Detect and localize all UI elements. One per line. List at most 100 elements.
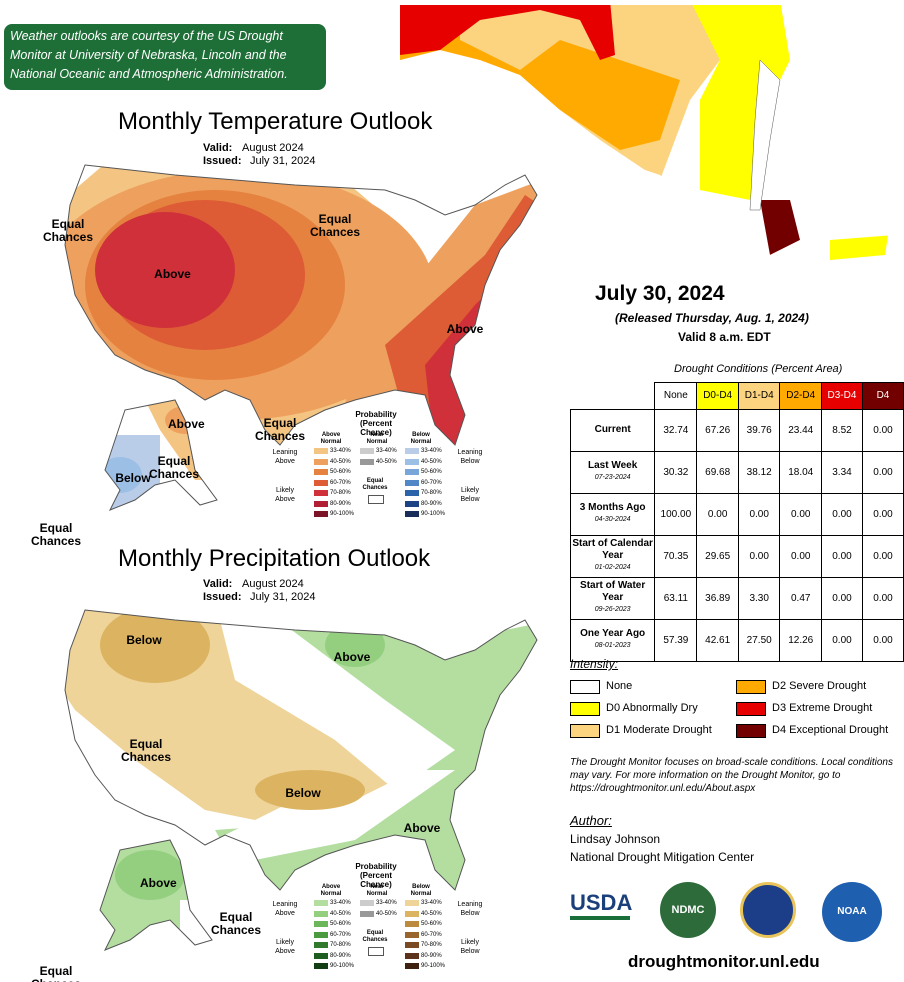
intensity-label: D0 Abnormally Dry bbox=[606, 702, 698, 714]
legend-equal: Equal Chances bbox=[362, 478, 388, 491]
table-value: 29.65 bbox=[696, 534, 739, 578]
legend-side: Leaning Above bbox=[272, 901, 298, 917]
legend-swatch bbox=[314, 942, 328, 948]
row-label: 3 Months Ago 04-30-2024 bbox=[569, 492, 656, 536]
legend-side: Leaning Below bbox=[457, 449, 483, 465]
table-row: Last Week 07-23-2024 30.32 69.68 38.12 18.04 3… bbox=[569, 450, 904, 494]
map-label: Below bbox=[285, 786, 321, 800]
legend-swatch bbox=[405, 910, 419, 917]
legend-level: 80-90% bbox=[421, 952, 442, 959]
legend-column: Near Normal bbox=[366, 432, 388, 445]
precipitation-title: Monthly Precipitation Outlook bbox=[118, 545, 431, 572]
legend-side: Likely Above bbox=[275, 487, 295, 503]
legend-swatch bbox=[405, 963, 419, 969]
row-date: 01-02-2024 bbox=[594, 564, 631, 571]
table-value: 0.00 bbox=[861, 450, 904, 494]
table-row: One Year Ago 08-01-2023 57.39 42.61 27.50 12.… bbox=[569, 618, 904, 662]
table-value: 0.00 bbox=[861, 534, 904, 578]
row-label: One Year Ago 08-01-2023 bbox=[569, 618, 656, 662]
table-value: 0.00 bbox=[779, 534, 822, 578]
legend-swatch bbox=[405, 469, 419, 475]
intensity-label: D3 Extreme Drought bbox=[772, 702, 873, 714]
legend-level: 33-40% bbox=[330, 900, 351, 906]
issued-label: Issued: bbox=[203, 591, 242, 603]
drought-table: None D0-D4 D1-D4 D2-D4 D3-D4 D4 Current 32.74 67… bbox=[569, 382, 904, 662]
corner bbox=[571, 383, 655, 410]
table-value: 0.47 bbox=[779, 576, 822, 620]
table-title: Drought Conditions (Percent Area) bbox=[674, 363, 843, 375]
url: droughtmonitor.unl.edu bbox=[628, 952, 820, 971]
legend-swatch bbox=[314, 469, 328, 475]
legend-swatch bbox=[314, 921, 328, 927]
banner: Weather outlooks are courtesy of the US … bbox=[4, 24, 326, 90]
table-value: 3.30 bbox=[737, 576, 781, 620]
legend-swatch bbox=[368, 495, 384, 504]
legend-swatch bbox=[314, 490, 328, 496]
row-label-text: Current bbox=[594, 424, 631, 435]
legend-level: 50-60% bbox=[330, 469, 351, 475]
legend-swatch bbox=[314, 511, 328, 517]
column-header: D4 bbox=[861, 382, 904, 410]
map-label: Equal Chances bbox=[31, 964, 81, 982]
legend-swatch bbox=[405, 931, 419, 938]
column-header: D3-D4 bbox=[820, 382, 863, 410]
valid-time: Valid 8 a.m. EDT bbox=[678, 330, 771, 344]
legend-swatch bbox=[405, 448, 419, 454]
legend-swatch bbox=[368, 947, 384, 956]
row-label: Start of Water Year 09-26-2023 bbox=[569, 576, 656, 620]
table-value: 0.00 bbox=[820, 576, 863, 620]
legend-swatch bbox=[360, 900, 374, 906]
legend-swatch bbox=[405, 490, 419, 496]
legend-level: 33-40% bbox=[376, 900, 397, 906]
legend-level: 70-80% bbox=[330, 942, 351, 948]
intensity-swatch bbox=[736, 724, 766, 738]
issued: July 31, 2024 bbox=[250, 591, 316, 603]
legend-swatch bbox=[360, 458, 374, 465]
table-value: 32.74 bbox=[654, 408, 698, 452]
table-value: 0.00 bbox=[696, 492, 739, 536]
table-value: 0.00 bbox=[779, 492, 822, 536]
legend-swatch bbox=[314, 458, 328, 465]
legend-swatch bbox=[405, 511, 419, 517]
drought-table-wrap: None D0-D4 D1-D4 D2-D4 D3-D4 D4 Current 32.74 67… bbox=[569, 382, 904, 662]
row-label: Last Week 07-23-2024 bbox=[569, 450, 656, 494]
table-value: 27.50 bbox=[737, 618, 781, 662]
row-label-text: One Year Ago bbox=[580, 628, 646, 639]
released: (Released Thursday, Aug. 1, 2024) bbox=[615, 311, 809, 325]
legend-level: 33-40% bbox=[421, 448, 442, 454]
legend-column: Above Normal bbox=[320, 432, 342, 445]
legend-level: 60-70% bbox=[421, 479, 442, 486]
row-label-text: Last Week bbox=[588, 460, 638, 471]
intensity-label: None bbox=[606, 680, 633, 692]
map-label: Below bbox=[126, 633, 162, 647]
legend-side: Leaning Above bbox=[272, 449, 298, 465]
column-header: None bbox=[654, 382, 698, 410]
intensity-title: Intensity: bbox=[570, 657, 619, 671]
legend-level: 90-100% bbox=[330, 511, 355, 517]
valid: August 2024 bbox=[242, 142, 304, 154]
table-row: Start of Water Year 09-26-2023 63.11 36.89 3… bbox=[569, 576, 904, 620]
row-label-text: 3 Months Ago bbox=[579, 502, 646, 513]
table-value: 30.32 bbox=[654, 450, 698, 494]
table-value: 39.76 bbox=[737, 408, 781, 452]
map-label: Equal Chances bbox=[254, 416, 306, 443]
row-date: 09-26-2023 bbox=[594, 606, 631, 613]
legend-column: Below Normal bbox=[410, 432, 432, 445]
legend-level: 40-50% bbox=[421, 458, 442, 465]
row-label: Start of Calendar Year 01-02-2024 bbox=[569, 534, 656, 578]
table-value: 0.00 bbox=[820, 534, 863, 578]
table-value: 57.39 bbox=[654, 618, 698, 662]
table-value: 0.00 bbox=[861, 408, 904, 452]
legend-swatch bbox=[314, 952, 328, 959]
legend-swatch bbox=[314, 448, 328, 454]
map-label: Above bbox=[154, 267, 191, 281]
legend-swatch bbox=[314, 963, 328, 969]
legend-level: 40-50% bbox=[330, 458, 351, 465]
map-label: Equal Chances bbox=[120, 737, 172, 764]
map-label: Above bbox=[333, 650, 371, 664]
table-value: 63.11 bbox=[654, 576, 698, 620]
table-value: 3.34 bbox=[820, 450, 863, 494]
row-date: 08-01-2023 bbox=[594, 642, 631, 649]
legend-level: 50-60% bbox=[421, 469, 442, 475]
